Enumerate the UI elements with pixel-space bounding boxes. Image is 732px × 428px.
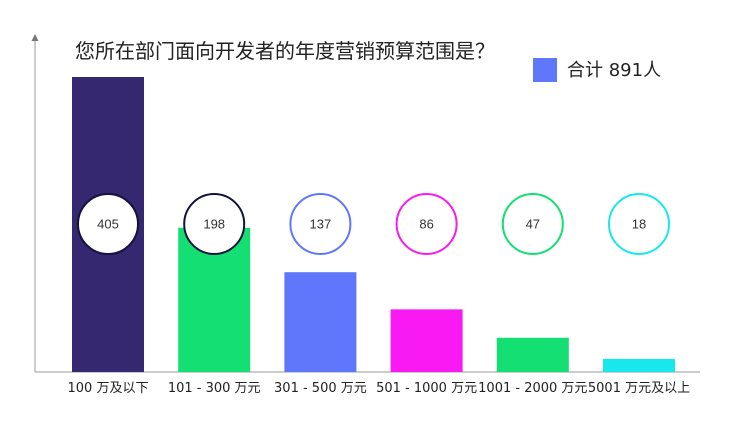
x-tick-label-6: 5001 万元及以上 <box>588 381 690 396</box>
data-label-circle-3 <box>289 193 352 255</box>
bar-3 <box>284 272 357 372</box>
bars <box>72 77 675 372</box>
bar-5 <box>496 337 569 372</box>
x-tick-label-5: 1001 - 2000 万元 <box>478 381 587 396</box>
y-axis-arrow-icon <box>31 34 39 41</box>
bar-6 <box>603 358 675 372</box>
axes <box>31 34 700 373</box>
data-label-circle-1 <box>77 193 139 255</box>
legend: 合计 891人 <box>533 58 661 82</box>
data-label-1: 405 <box>97 217 119 232</box>
data-label-circle-4 <box>395 193 458 255</box>
data-label-3: 137 <box>310 217 332 232</box>
legend-label: 合计 891人 <box>567 60 661 81</box>
x-tick-labels: 100 万及以下 101 - 300 万元 301 - 500 万元 501 - 10… <box>68 381 691 396</box>
data-label-circle-6 <box>608 193 670 255</box>
x-tick-label-1: 100 万及以下 <box>68 381 149 396</box>
x-tick-label-4: 501 - 1000 万元 <box>376 381 477 396</box>
data-labels: 405 198 137 86 47 18 <box>77 193 670 255</box>
data-label-5: 47 <box>526 217 540 232</box>
data-label-circle-5 <box>501 193 564 255</box>
legend-swatch <box>533 58 557 82</box>
bar-4 <box>390 309 463 372</box>
data-label-circle-2 <box>183 193 246 255</box>
data-label-6: 18 <box>632 217 646 232</box>
data-label-2: 198 <box>203 217 225 232</box>
chart-title: 您所在部门面向开发者的年度营销预算范围是？ <box>75 39 495 63</box>
data-label-4: 86 <box>419 217 433 232</box>
x-tick-label-3: 301 - 500 万元 <box>274 381 367 396</box>
x-tick-label-2: 101 - 300 万元 <box>168 381 261 396</box>
